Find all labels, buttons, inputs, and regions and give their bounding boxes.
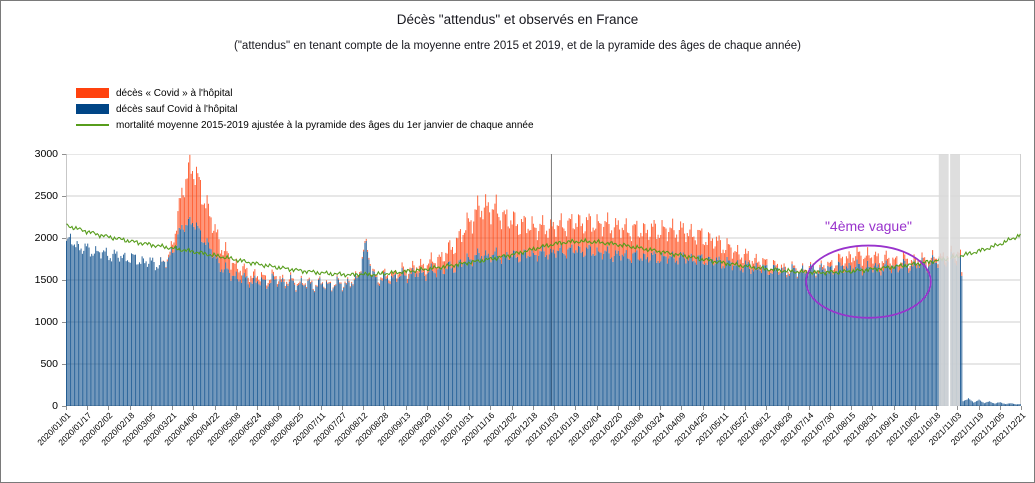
legend-swatch-noncovid <box>76 104 109 114</box>
y-axis-label: 2000 <box>34 232 58 244</box>
y-axis-label: 1500 <box>34 274 58 286</box>
y-axis-label: 3000 <box>34 148 58 160</box>
x-axis-tick <box>172 406 174 410</box>
x-axis-tick <box>830 406 831 410</box>
x-axis-tick <box>702 406 704 410</box>
y-axis-tick <box>62 154 66 155</box>
x-axis-tick <box>511 406 513 410</box>
x-axis-tick <box>554 406 556 410</box>
x-axis-tick <box>278 406 280 410</box>
legend-line-expected-mortality <box>76 124 109 126</box>
x-axis-tick <box>999 406 1001 410</box>
legend-label-covid: décès « Covid » à l'hôpital <box>116 87 233 99</box>
legend-label-expected-mortality: mortalité moyenne 2015-2019 ajustée à la… <box>116 119 534 131</box>
x-axis-tick <box>660 406 662 410</box>
x-axis-tick <box>150 406 152 410</box>
x-axis-tick <box>936 406 938 410</box>
legend-item-noncovid: décès sauf Covid à l'hôpital <box>76 101 534 117</box>
x-axis-tick <box>426 406 428 410</box>
y-axis-label: 500 <box>40 358 58 370</box>
x-axis-tick <box>193 406 195 410</box>
legend-label-noncovid: décès sauf Covid à l'hôpital <box>116 103 238 115</box>
legend-item-covid: décès « Covid » à l'hôpital <box>76 85 534 101</box>
y-axis-tick <box>62 322 66 323</box>
x-axis-tick <box>66 406 67 410</box>
x-axis-tick <box>1021 406 1022 410</box>
x-axis-tick <box>745 406 747 410</box>
x-axis-tick <box>723 406 725 410</box>
x-axis-tick <box>469 406 471 410</box>
x-axis-tick <box>639 406 640 410</box>
x-axis-tick <box>448 406 449 410</box>
x-axis-tick <box>214 406 216 410</box>
x-axis-tick <box>851 406 853 410</box>
x-axis-tick <box>872 406 874 410</box>
x-axis-tick <box>405 406 407 410</box>
x-axis-tick <box>320 406 322 410</box>
chart-subtitle: ("attendus" en tenant compte de la moyen… <box>234 40 801 52</box>
x-axis-tick <box>129 406 131 410</box>
x-axis-tick <box>681 406 683 410</box>
x-axis-tick <box>914 406 916 410</box>
y-axis-tick <box>62 406 66 407</box>
x-axis-tick <box>384 406 386 410</box>
x-axis-tick <box>87 406 89 410</box>
fourth-wave-annotation: "4ème vague" <box>824 218 912 235</box>
x-axis-tick <box>808 406 810 410</box>
x-axis-tick <box>766 406 768 410</box>
legend: décès « Covid » à l'hôpital décès sauf C… <box>76 85 534 133</box>
x-axis-tick <box>299 406 301 410</box>
y-axis-tick <box>62 196 66 197</box>
y-axis-label: 2500 <box>34 190 58 202</box>
legend-item-expected-mortality: mortalité moyenne 2015-2019 ajustée à la… <box>76 117 534 133</box>
x-axis-tick <box>235 406 237 410</box>
y-axis-tick <box>62 238 66 239</box>
legend-swatch-covid <box>76 88 109 98</box>
x-axis-tick <box>108 406 110 410</box>
chart-title: Décès "attendus" et observés en France <box>396 12 639 27</box>
y-axis-tick <box>62 280 66 281</box>
x-axis-tick <box>957 406 959 410</box>
plot-canvas <box>66 154 1021 406</box>
x-axis-tick <box>490 406 492 410</box>
x-axis-tick <box>341 406 343 410</box>
x-axis-tick <box>575 406 577 410</box>
x-axis-tick <box>893 406 895 410</box>
y-axis-label: 0 <box>52 400 58 412</box>
x-axis-tick <box>596 406 598 410</box>
x-axis-tick <box>257 406 258 410</box>
x-axis-tick <box>532 406 534 410</box>
x-axis-tick <box>787 406 789 410</box>
x-axis-tick <box>978 406 980 410</box>
x-axis-tick <box>617 406 619 410</box>
x-axis-tick <box>363 406 365 410</box>
y-axis-tick <box>62 364 66 365</box>
y-axis-label: 1000 <box>34 316 58 328</box>
